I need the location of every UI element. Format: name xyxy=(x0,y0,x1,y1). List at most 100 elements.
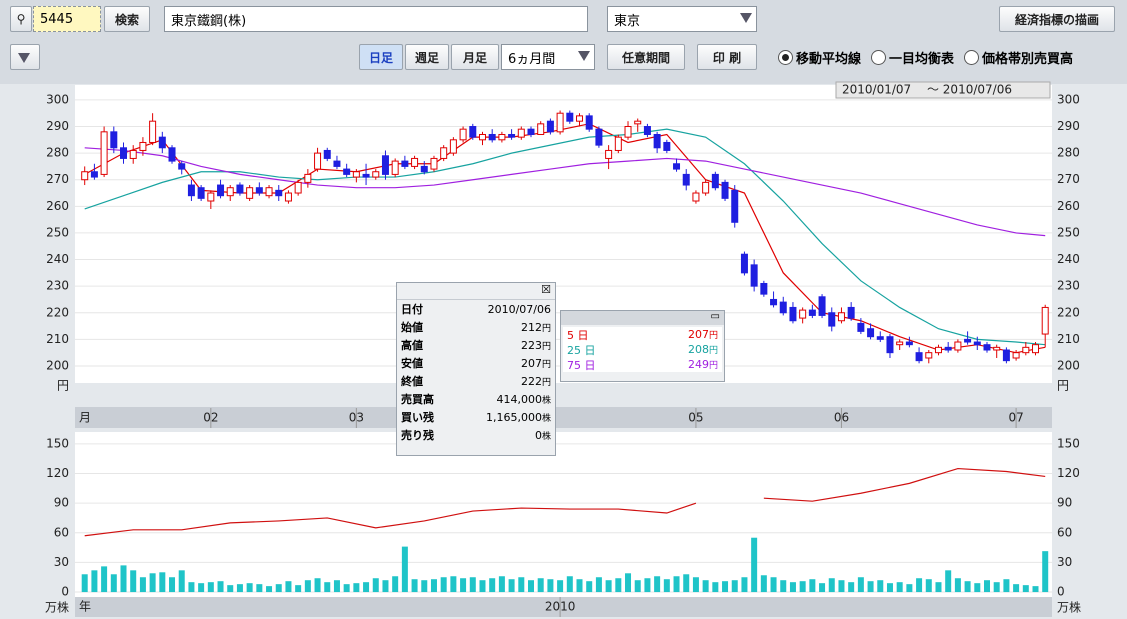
ma-unit: 円 xyxy=(708,331,718,341)
volume-bar xyxy=(605,580,612,593)
overlay-option[interactable]: 移動平均線 xyxy=(778,48,861,67)
candle-body xyxy=(944,346,952,351)
volume-bar xyxy=(838,580,845,593)
volume-bar xyxy=(401,546,408,593)
volume-bar xyxy=(625,573,632,593)
volume-bar xyxy=(867,581,874,593)
candle-body xyxy=(934,346,942,354)
volume-bar xyxy=(683,574,690,593)
volume-bar xyxy=(751,537,758,593)
candle-body xyxy=(197,187,205,199)
volume-bar xyxy=(130,570,137,593)
code-input[interactable]: 5445 xyxy=(33,6,101,32)
volume-bar xyxy=(304,580,311,593)
info-value: 414,000 xyxy=(496,392,542,406)
candle-body xyxy=(372,171,380,178)
x-tick-label: 2010 xyxy=(545,600,576,614)
volume-bar xyxy=(91,570,98,593)
y-tick-label-right: 250 xyxy=(1057,225,1080,239)
info-value-wrap: 222円 xyxy=(521,375,551,388)
volume-bar xyxy=(974,583,981,593)
minimize-icon[interactable]: ▭ xyxy=(561,311,724,325)
candle-body xyxy=(265,187,273,197)
info-row: 始値 212円 xyxy=(397,318,555,336)
period-monthly[interactable]: 月足 xyxy=(451,44,499,70)
span-select[interactable]: 6ヵ月間 xyxy=(501,44,595,70)
volume-bar xyxy=(857,577,864,593)
close-icon[interactable]: ☒ xyxy=(397,283,555,300)
candle-body xyxy=(168,147,176,162)
candle-body xyxy=(459,128,467,141)
ma-value-wrap: 207円 xyxy=(688,328,718,341)
y-tick-label-right: 30 xyxy=(1057,555,1072,569)
candle-body xyxy=(964,338,972,343)
y-tick-label: 230 xyxy=(46,279,69,293)
candle-body xyxy=(682,173,690,186)
overlay-option[interactable]: 一目均衡表 xyxy=(871,48,954,67)
info-unit: 株 xyxy=(541,395,551,406)
volume-bar xyxy=(207,582,214,593)
volume-bar xyxy=(498,576,505,593)
candle-body xyxy=(411,157,419,167)
x-tick-label: 02 xyxy=(203,411,218,425)
y-tick-label-right: 210 xyxy=(1057,332,1080,346)
candle-body xyxy=(692,192,700,202)
period-weekly[interactable]: 週足 xyxy=(405,44,449,70)
info-row: 売り残 0株 xyxy=(397,426,555,444)
candle-body xyxy=(624,126,632,138)
ma-value: 208 xyxy=(687,343,709,356)
y-tick-label-right: 290 xyxy=(1057,119,1080,133)
info-value: 222 xyxy=(520,374,542,388)
y-tick-label: 300 xyxy=(46,92,69,106)
search-button[interactable]: 検索 xyxy=(104,6,150,32)
volume-bar xyxy=(1013,584,1020,593)
ma-value: 249 xyxy=(687,358,709,371)
candle-body xyxy=(731,189,739,223)
overlay-option[interactable]: 価格帯別売買高 xyxy=(964,48,1073,67)
economic-button[interactable]: 経済指標の描画 xyxy=(999,6,1115,32)
company-field[interactable]: 東京鐵鋼(株) xyxy=(164,6,588,32)
print-button[interactable]: 印 刷 xyxy=(697,44,757,70)
candle-body xyxy=(818,296,826,316)
volume-bar xyxy=(954,578,961,593)
volume-bar xyxy=(760,575,767,593)
candle-body xyxy=(653,133,661,149)
span-text: 6ヵ月間 xyxy=(508,51,556,67)
candle-body xyxy=(1041,306,1049,335)
custom-button[interactable]: 任意期間 xyxy=(607,44,685,70)
search-icon[interactable]: ⚲ xyxy=(10,6,32,32)
info-value-wrap: 1,165,000株 xyxy=(486,411,551,424)
ma-row: 5 日 207円 xyxy=(563,327,722,342)
candle-body xyxy=(585,115,593,130)
moving-average xyxy=(84,128,1046,346)
info-unit: 株 xyxy=(541,431,551,442)
y-tick-label: 30 xyxy=(54,555,69,569)
month-band xyxy=(75,407,1052,428)
market-select[interactable]: 東京 xyxy=(607,6,757,32)
info-unit: 円 xyxy=(541,323,551,334)
ma-row: 75 日 249円 xyxy=(563,357,722,372)
ma-name: 75 日 xyxy=(567,358,596,372)
candle-body xyxy=(343,168,351,175)
volume-bar xyxy=(615,578,622,593)
volume-bar xyxy=(925,579,932,593)
info-row: 安値 207円 xyxy=(397,354,555,372)
info-label: 日付 xyxy=(401,303,423,316)
radio xyxy=(778,50,793,65)
volume-bar xyxy=(537,578,544,593)
y-tick-label: 120 xyxy=(46,466,69,480)
volume-bar xyxy=(566,576,573,593)
volume-bar xyxy=(712,582,719,593)
volume-bar xyxy=(547,579,554,593)
volume-bar xyxy=(275,584,282,593)
volume-bar xyxy=(120,565,127,593)
y-tick-label-right: 220 xyxy=(1057,305,1080,319)
info-value: 0 xyxy=(534,428,542,442)
y-tick-label-right: 60 xyxy=(1057,525,1072,539)
candle-body xyxy=(440,147,448,159)
menu-toggle[interactable] xyxy=(10,44,40,70)
volume-bar xyxy=(178,570,185,593)
volume-bar xyxy=(324,582,331,593)
period-daily[interactable]: 日足 xyxy=(359,44,403,70)
info-value-wrap: 2010/07/06 xyxy=(488,303,551,316)
